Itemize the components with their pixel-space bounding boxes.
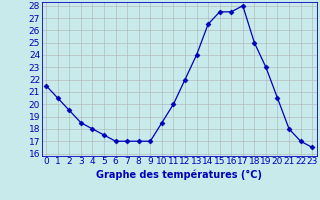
X-axis label: Graphe des températures (°C): Graphe des températures (°C) xyxy=(96,169,262,180)
